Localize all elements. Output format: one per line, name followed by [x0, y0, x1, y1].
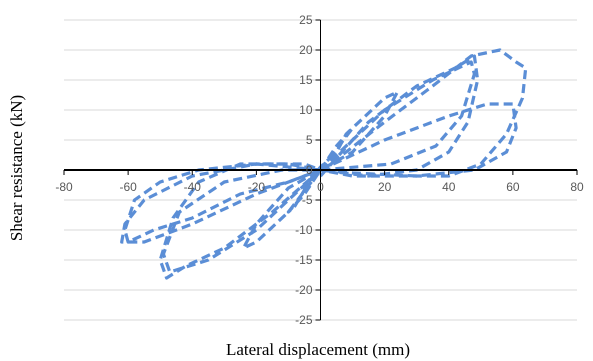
x-tick-label: 40: [442, 180, 456, 194]
x-tick-label: -20: [248, 180, 266, 194]
x-tick-label: 80: [570, 180, 584, 194]
y-axis-title: Shear resistance (kN): [7, 95, 26, 241]
hysteresis-loop-7: [120, 102, 518, 244]
y-tick-label: -10: [295, 223, 313, 237]
x-tick-label: -80: [55, 180, 73, 194]
tick-labels: -80 -60 -40 -20 0 20 40 60 80 -25 -20 -15 -10 -5 0 5 10 1…: [55, 13, 584, 327]
x-axis-title: Lateral displacement (mm): [226, 340, 410, 359]
y-tick-label: 25: [299, 13, 313, 27]
x-tick-label: 60: [506, 180, 520, 194]
x-tick-label: -40: [184, 180, 202, 194]
axes: [63, 19, 578, 321]
y-tick-label: -20: [295, 283, 313, 297]
y-tick-label: 15: [299, 73, 313, 87]
x-tick-label: -60: [119, 180, 137, 194]
y-tick-label: -5: [302, 193, 313, 207]
series-group: [120, 48, 528, 280]
hysteresis-loop-6: [123, 48, 528, 244]
y-tick-label: -15: [295, 253, 313, 267]
y-tick-label: 20: [299, 43, 313, 57]
x-tick-label: 0: [317, 180, 324, 194]
y-tick-label: 5: [306, 133, 313, 147]
y-tick-label: -25: [295, 313, 313, 327]
y-tick-label: 10: [299, 103, 313, 117]
y-tick-label: 0: [306, 163, 313, 177]
x-tick-label: 20: [378, 180, 392, 194]
